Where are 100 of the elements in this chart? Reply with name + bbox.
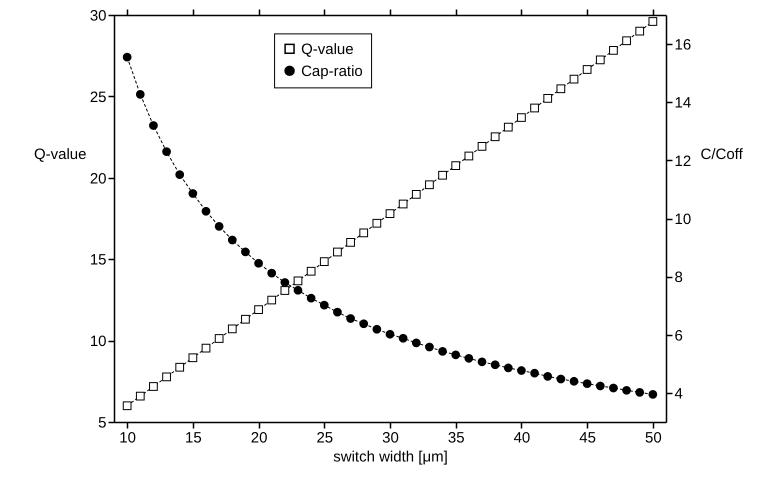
- point: [214, 334, 224, 343]
- y-tick-label: 25: [90, 88, 106, 106]
- point: [359, 228, 368, 238]
- point: [372, 324, 382, 334]
- y-tick-label: 20: [90, 170, 106, 188]
- point: [517, 113, 526, 122]
- y2-tick-label: 4: [674, 385, 683, 402]
- point: [556, 84, 566, 94]
- point: [280, 286, 290, 295]
- y2-tick-label: 16: [674, 36, 692, 54]
- point: [188, 353, 198, 362]
- point: [425, 342, 434, 352]
- y2-tick-label: 6: [674, 327, 683, 344]
- point: [596, 382, 605, 390]
- point: [241, 314, 250, 324]
- point: [438, 170, 447, 180]
- point: [478, 142, 486, 151]
- point: [202, 344, 210, 352]
- point: [582, 379, 592, 388]
- point: [609, 384, 618, 392]
- point: [136, 90, 145, 99]
- x-tick-label: 25: [316, 430, 334, 446]
- y-tick-label: 30: [90, 8, 106, 24]
- point: [228, 324, 237, 334]
- point: [149, 382, 158, 391]
- point: [346, 314, 355, 323]
- point: [425, 180, 434, 190]
- point: [490, 132, 500, 142]
- point: [306, 294, 316, 303]
- point: [635, 388, 644, 397]
- x-tick-label: 45: [579, 430, 596, 446]
- point: [451, 161, 460, 170]
- point: [346, 238, 355, 247]
- point: [464, 354, 474, 363]
- point: [320, 300, 329, 310]
- point: [609, 46, 618, 55]
- y2-tick-label: 12: [674, 152, 692, 170]
- point: [267, 268, 276, 278]
- point: [294, 286, 302, 295]
- y-tick-label: 10: [90, 333, 106, 350]
- point: [530, 104, 539, 112]
- point: [386, 330, 394, 339]
- point: [398, 200, 408, 208]
- point: [306, 266, 316, 276]
- point: [386, 209, 394, 218]
- point: [504, 122, 513, 132]
- point: [398, 334, 408, 343]
- point: [556, 374, 566, 384]
- point: [622, 386, 631, 395]
- point: [596, 56, 605, 64]
- y2-axis-title: C/Coff: [700, 146, 744, 163]
- point: [504, 364, 513, 372]
- point: [490, 360, 500, 370]
- point: [122, 52, 132, 62]
- point: [570, 376, 578, 386]
- x-tick-label: 10: [119, 430, 136, 446]
- point: [333, 248, 342, 256]
- point: [228, 236, 237, 244]
- x-tick-label: 50: [645, 430, 662, 446]
- point: [175, 362, 184, 372]
- point: [280, 278, 290, 287]
- y-axis-title: Q-value: [34, 146, 86, 163]
- point: [294, 276, 302, 286]
- point: [254, 258, 263, 268]
- x-tick-label: 35: [448, 430, 465, 446]
- point: [149, 121, 158, 130]
- point: [136, 392, 145, 400]
- point: [412, 190, 421, 199]
- point: [635, 26, 644, 36]
- point: [438, 346, 447, 356]
- point: [530, 368, 539, 378]
- point: [543, 372, 552, 381]
- point: [188, 189, 198, 198]
- point: [412, 338, 421, 348]
- y2-tick-label: 8: [674, 269, 683, 286]
- legend-label: Q-value: [301, 40, 354, 58]
- x-tick-label: 15: [185, 430, 202, 446]
- point: [359, 319, 368, 328]
- point: [320, 257, 329, 266]
- point: [214, 222, 224, 231]
- point: [648, 390, 658, 399]
- point: [162, 372, 171, 382]
- point: [648, 17, 658, 26]
- point: [267, 296, 276, 304]
- point: [254, 305, 263, 314]
- x-axis-title: switch width [μm]: [333, 448, 448, 466]
- point: [517, 366, 526, 375]
- y-tick-label: 15: [90, 252, 106, 269]
- point: [122, 401, 132, 410]
- point: [570, 74, 578, 84]
- point: [622, 36, 631, 46]
- point: [478, 357, 486, 366]
- legend-label: Cap-ratio: [301, 62, 363, 80]
- x-tick-label: 20: [250, 430, 268, 446]
- x-tick-label: 40: [514, 430, 530, 446]
- point: [582, 65, 592, 74]
- point: [333, 308, 342, 316]
- point: [372, 218, 382, 228]
- point: [175, 170, 184, 179]
- point: [464, 152, 474, 160]
